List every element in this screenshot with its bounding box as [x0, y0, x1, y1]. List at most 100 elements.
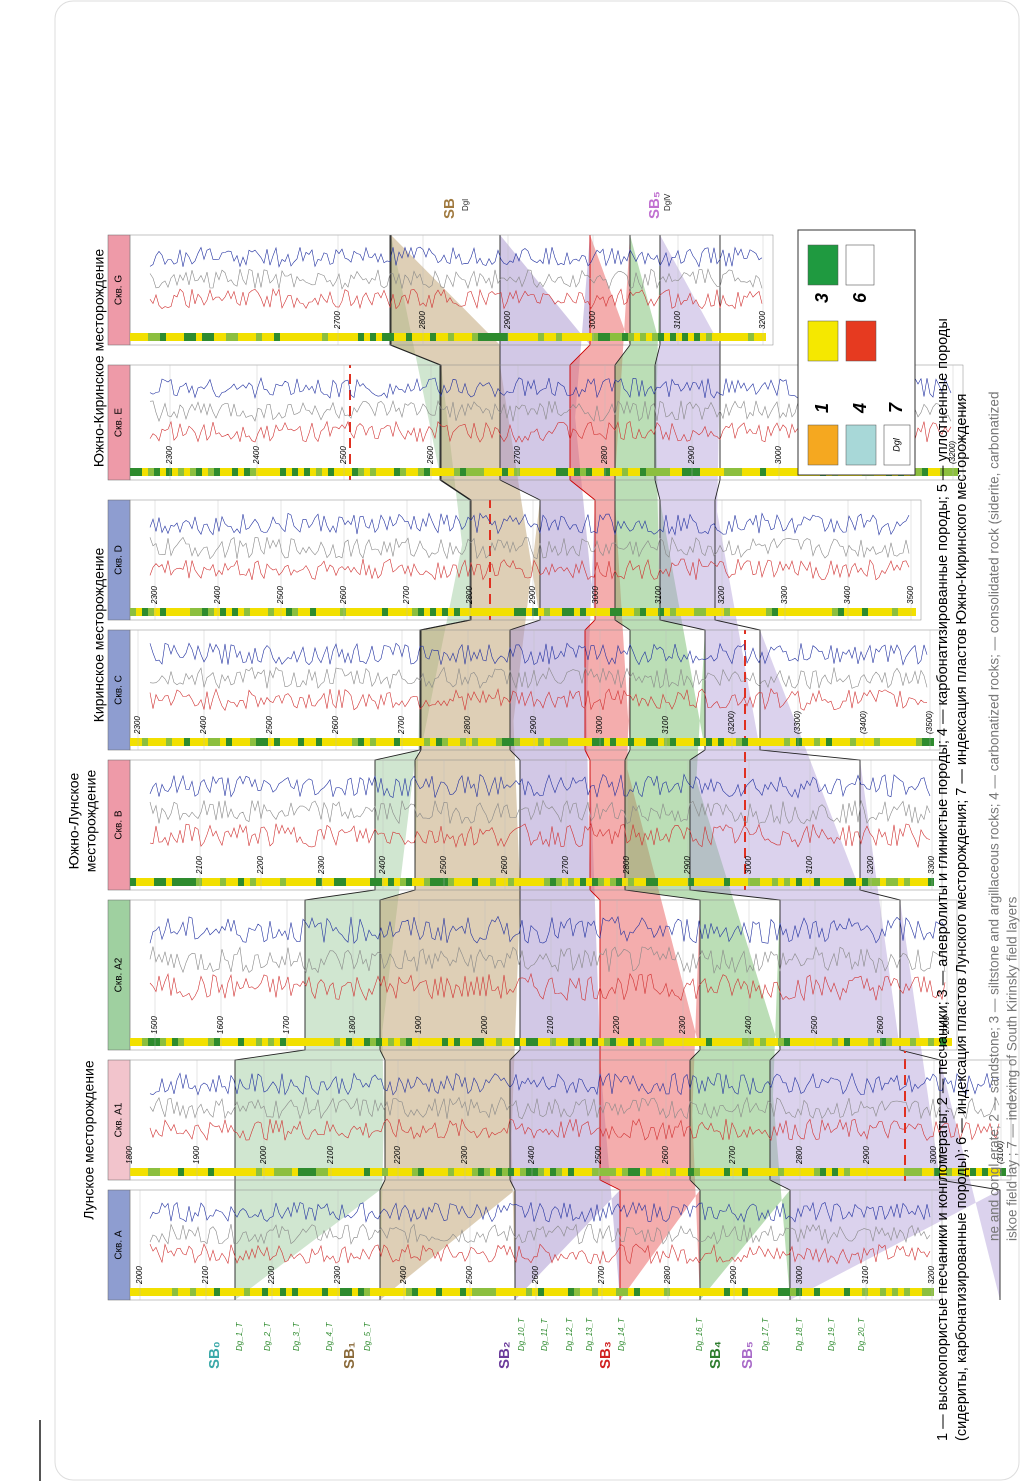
lithology-segment	[424, 1168, 430, 1176]
lithology-segment	[712, 878, 718, 886]
lithology-segment	[748, 333, 754, 341]
lithology-segment	[208, 878, 214, 886]
lithology-segment	[616, 738, 622, 746]
lithology-segment	[322, 333, 328, 341]
lithology-segment	[406, 1168, 412, 1176]
lithology-segment	[688, 1168, 694, 1176]
lithology-segment	[448, 1168, 454, 1176]
lithology-segment	[376, 738, 382, 746]
depth-label: 3100	[673, 311, 682, 329]
lithology-segment	[550, 468, 556, 476]
lithology-segment	[400, 608, 406, 616]
lithology-segment	[826, 1288, 832, 1296]
lithology-segment	[742, 878, 748, 886]
lithology-segment	[658, 333, 664, 341]
lithology-segment	[718, 1168, 724, 1176]
lithology-segment	[244, 468, 250, 476]
lithology-segment	[178, 738, 184, 746]
lithology-segment	[472, 1038, 478, 1046]
lithology-segment	[628, 1038, 634, 1046]
depth-label: 2600	[426, 446, 435, 465]
depth-label: 2800	[795, 1146, 804, 1165]
lithology-segment	[202, 738, 208, 746]
lithology-segment	[610, 878, 616, 886]
lithology-segment	[430, 1288, 436, 1296]
lithology-segment	[778, 878, 784, 886]
log-curve	[149, 1096, 1000, 1120]
lithology-segment	[724, 608, 730, 616]
lithology-segment	[946, 1168, 952, 1176]
lithology-segment	[778, 738, 784, 746]
lithology-segment	[874, 608, 880, 616]
depth-label: 2200	[612, 1016, 621, 1035]
lithology-segment	[910, 1038, 916, 1046]
lithology-segment	[406, 878, 412, 886]
log-curve	[149, 1072, 1000, 1096]
lithology-segment	[460, 333, 466, 341]
lithology-segment	[646, 468, 652, 476]
lithology-segment	[664, 738, 670, 746]
lithology-segment	[694, 333, 700, 341]
lithology-segment	[292, 468, 298, 476]
lithology-segment	[268, 1038, 274, 1046]
lithology-segment	[628, 1168, 634, 1176]
lithology-segment	[166, 1038, 172, 1046]
lithology-segment	[658, 878, 664, 886]
lithology-segment	[208, 738, 214, 746]
lithology-segment	[340, 468, 346, 476]
lithology-segment	[136, 738, 142, 746]
zone-band	[380, 235, 540, 1300]
lithology-segment	[238, 878, 244, 886]
lithology-segment	[298, 1038, 304, 1046]
lithology-segment	[286, 333, 292, 341]
lithology-segment	[244, 1038, 250, 1046]
lithology-segment	[934, 468, 940, 476]
lithology-segment	[970, 1168, 976, 1176]
lithology-segment	[226, 878, 232, 886]
lithology-segment	[316, 1038, 322, 1046]
lithology-segment	[250, 468, 256, 476]
lithology-segment	[706, 1038, 712, 1046]
depth-label: 2100	[326, 1146, 335, 1165]
lithology-segment	[574, 608, 580, 616]
lithology-segment	[640, 1288, 646, 1296]
lithology-segment	[676, 738, 682, 746]
lithology-segment	[880, 878, 886, 886]
legend-swatch	[845, 320, 877, 362]
horizon-label: Dg_11_T	[540, 1318, 549, 1351]
lithology-segment	[892, 608, 898, 616]
correlation-line	[614, 235, 701, 1300]
lithology-segment	[232, 333, 238, 341]
lithology-segment	[844, 1168, 850, 1176]
lithology-segment	[328, 1038, 334, 1046]
lithology-segment	[190, 333, 196, 341]
lithology-segment	[664, 468, 670, 476]
lithology-segment	[886, 1288, 892, 1296]
lithology-segment	[760, 1168, 766, 1176]
log-curve	[149, 799, 931, 825]
lithology-segment	[598, 608, 604, 616]
lithology-segment	[532, 878, 538, 886]
lithology-segment	[238, 738, 244, 746]
lithology-segment	[778, 1288, 784, 1296]
lithology-segment	[436, 738, 442, 746]
caption-en: iskoe field lay ; 7 — indexing of South …	[1005, 896, 1020, 1241]
lithology-segment	[790, 1038, 796, 1046]
depth-label: 2700	[728, 1146, 737, 1165]
lithology-segment	[322, 738, 328, 746]
lithology-segment	[526, 738, 532, 746]
lithology-segment	[346, 468, 352, 476]
lithology-segment	[472, 878, 478, 886]
depth-label: (3200)	[948, 441, 957, 464]
lithology-segment	[736, 1288, 742, 1296]
lithology-segment	[634, 608, 640, 616]
depth-label: 2800	[600, 446, 609, 465]
lithology-segment	[466, 608, 472, 616]
legend-number: 6	[850, 292, 870, 303]
lithology-segment	[682, 878, 688, 886]
lithology-segment	[538, 468, 544, 476]
lithology-segment	[196, 333, 202, 341]
lithology-segment	[814, 1288, 820, 1296]
depth-label: 2400	[399, 1266, 408, 1285]
